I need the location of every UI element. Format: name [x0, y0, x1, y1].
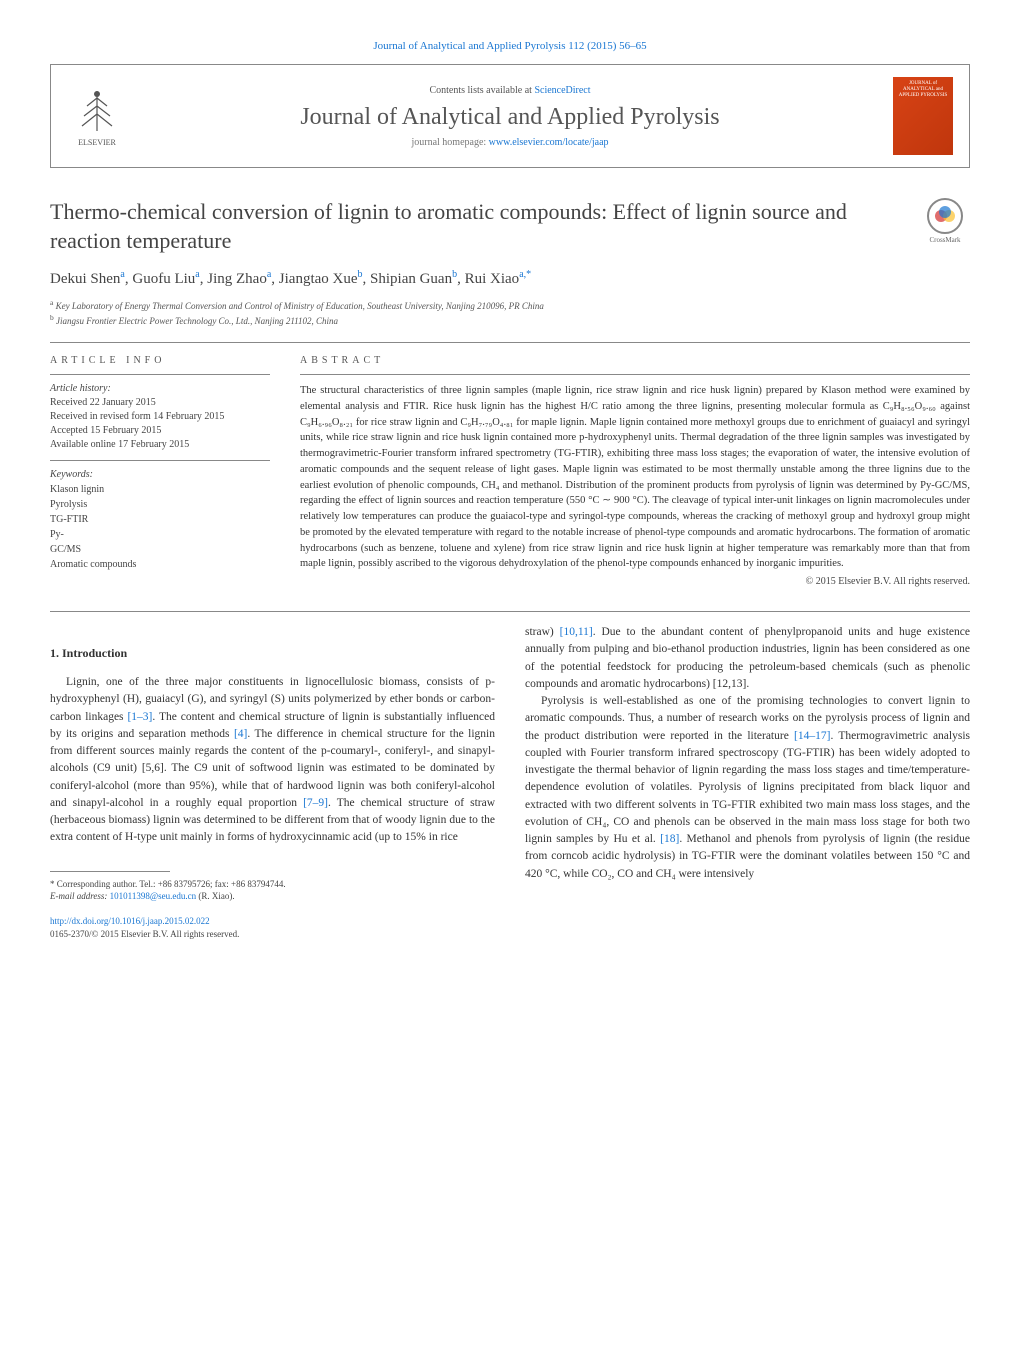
- body-col-right: straw) [10,11]. Due to the abundant cont…: [525, 624, 970, 942]
- title-row: Thermo-chemical conversion of lignin to …: [50, 198, 970, 255]
- email-label: E-mail address:: [50, 891, 110, 901]
- homepage-prefix: journal homepage:: [411, 137, 488, 148]
- intro-para-1: Lignin, one of the three major constitue…: [50, 674, 495, 847]
- crossmark-label: CrossMark: [929, 236, 960, 244]
- history-lines: Received 22 January 2015Received in revi…: [50, 396, 270, 452]
- keywords-title: Keywords:: [50, 469, 270, 480]
- sciencedirect-link[interactable]: ScienceDirect: [534, 85, 590, 96]
- affiliation: a Key Laboratory of Energy Thermal Conve…: [50, 298, 970, 311]
- info-divider-2: [50, 460, 270, 461]
- keyword: Pyrolysis: [50, 497, 270, 512]
- info-divider-1: [50, 374, 270, 375]
- history-title: Article history:: [50, 383, 270, 394]
- history-line: Available online 17 February 2015: [50, 438, 270, 452]
- journal-cover-text: JOURNAL of ANALYTICAL and APPLIED PYROLY…: [893, 77, 953, 103]
- corresponding-email-line: E-mail address: 101011398@seu.edu.cn (R.…: [50, 890, 495, 903]
- body-columns: 1. Introduction Lignin, one of the three…: [50, 624, 970, 942]
- contents-line: Contents lists available at ScienceDirec…: [147, 85, 873, 96]
- keyword: Aromatic compounds: [50, 557, 270, 572]
- email-name: (R. Xiao).: [196, 891, 235, 901]
- journal-header: ELSEVIER Contents lists available at Sci…: [50, 64, 970, 168]
- publisher-name: ELSEVIER: [78, 138, 116, 147]
- keyword: Klason lignin: [50, 482, 270, 497]
- keyword: GC/MS: [50, 542, 270, 557]
- corresponding-label: * Corresponding author. Tel.: +86 837957…: [50, 878, 495, 891]
- affiliations: a Key Laboratory of Energy Thermal Conve…: [50, 298, 970, 326]
- footer-separator: [50, 871, 170, 872]
- top-citation-link[interactable]: Journal of Analytical and Applied Pyroly…: [373, 40, 646, 52]
- authors-list: Dekui Shena, Guofu Liua, Jing Zhaoa, Jia…: [50, 269, 970, 288]
- abstract-heading: ABSTRACT: [300, 355, 970, 366]
- history-line: Received in revised form 14 February 201…: [50, 410, 270, 424]
- history-line: Accepted 15 February 2015: [50, 424, 270, 438]
- keyword: TG-FTIR: [50, 512, 270, 527]
- abstract-divider: [300, 374, 970, 375]
- abstract-copyright: © 2015 Elsevier B.V. All rights reserved…: [300, 576, 970, 587]
- top-citation: Journal of Analytical and Applied Pyroly…: [50, 40, 970, 52]
- abstract-column: ABSTRACT The structural characteristics …: [300, 355, 970, 587]
- history-line: Received 22 January 2015: [50, 396, 270, 410]
- contents-prefix: Contents lists available at: [429, 85, 534, 96]
- article-info-column: ARTICLE INFO Article history: Received 2…: [50, 355, 270, 587]
- elsevier-logo: ELSEVIER: [67, 81, 127, 151]
- doi-link[interactable]: http://dx.doi.org/10.1016/j.jaap.2015.02…: [50, 916, 210, 926]
- crossmark-badge[interactable]: CrossMark: [920, 198, 970, 248]
- citation-link[interactable]: [7–9]: [303, 797, 328, 809]
- doi-line: http://dx.doi.org/10.1016/j.jaap.2015.02…: [50, 915, 495, 929]
- divider-top: [50, 342, 970, 343]
- body-col-left: 1. Introduction Lignin, one of the three…: [50, 624, 495, 942]
- elsevier-tree-icon: [72, 86, 122, 136]
- corresponding-author: * Corresponding author. Tel.: +86 837957…: [50, 878, 495, 903]
- article-info-heading: ARTICLE INFO: [50, 355, 270, 366]
- citation-link[interactable]: [18]: [660, 833, 679, 845]
- keywords-list: Klason ligninPyrolysisTG-FTIRPy-GC/MSAro…: [50, 482, 270, 572]
- journal-name: Journal of Analytical and Applied Pyroly…: [147, 104, 873, 131]
- homepage-line: journal homepage: www.elsevier.com/locat…: [147, 137, 873, 148]
- affiliation: b Jiangsu Frontier Electric Power Techno…: [50, 313, 970, 326]
- citation-link[interactable]: [1–3]: [127, 711, 152, 723]
- abstract-text: The structural characteristics of three …: [300, 383, 970, 572]
- keyword: Py-: [50, 527, 270, 542]
- email-link[interactable]: 101011398@seu.edu.cn: [110, 891, 196, 901]
- intro-para-2: Pyrolysis is well-established as one of …: [525, 693, 970, 883]
- section-1-heading: 1. Introduction: [50, 644, 495, 662]
- article-title: Thermo-chemical conversion of lignin to …: [50, 198, 900, 255]
- intro-para-1-cont: straw) [10,11]. Due to the abundant cont…: [525, 624, 970, 693]
- homepage-link[interactable]: www.elsevier.com/locate/jaap: [489, 137, 609, 148]
- header-center: Contents lists available at ScienceDirec…: [147, 85, 873, 148]
- citation-link[interactable]: [10,11]: [560, 626, 593, 638]
- divider-body: [50, 611, 970, 612]
- citation-link[interactable]: [14–17]: [794, 730, 830, 742]
- crossmark-icon: [927, 198, 963, 234]
- citation-link[interactable]: [4]: [234, 728, 247, 740]
- journal-cover: JOURNAL of ANALYTICAL and APPLIED PYROLY…: [893, 77, 953, 155]
- copyright-line: 0165-2370/© 2015 Elsevier B.V. All right…: [50, 928, 495, 942]
- info-abstract-row: ARTICLE INFO Article history: Received 2…: [50, 355, 970, 587]
